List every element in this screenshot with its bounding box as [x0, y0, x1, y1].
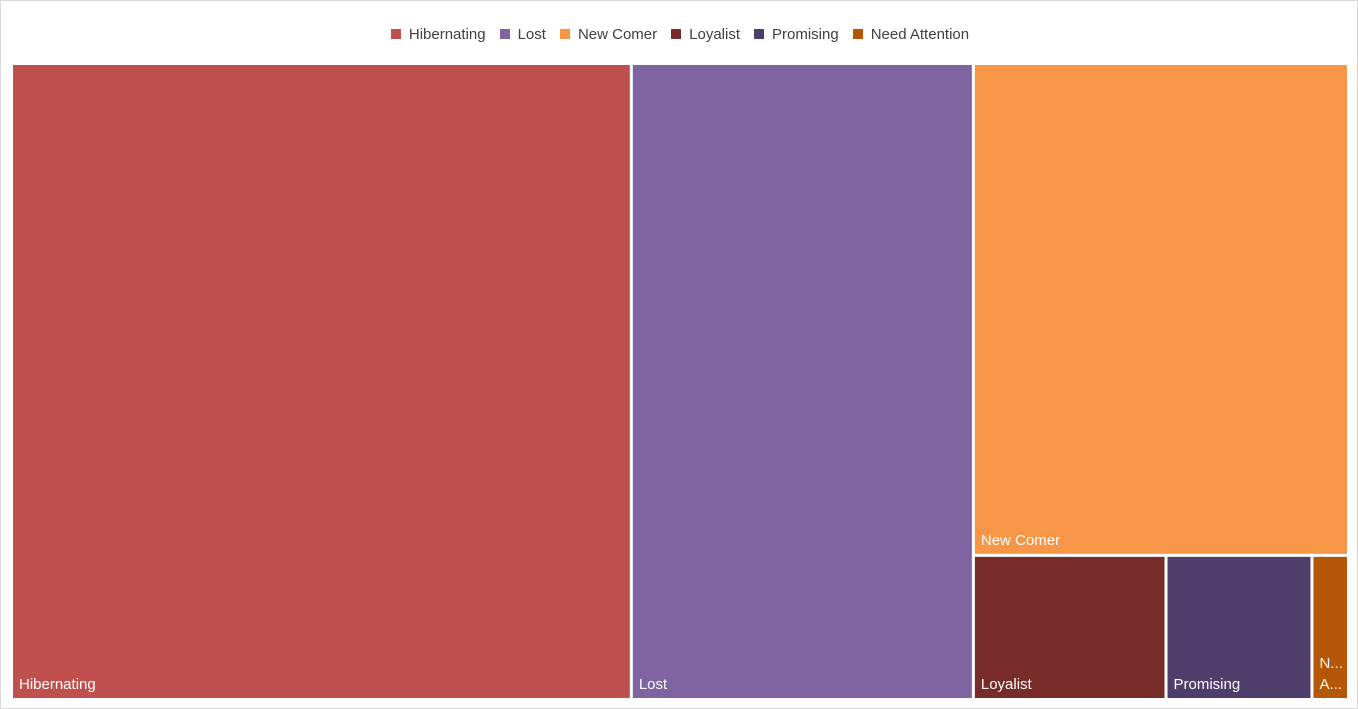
- legend-swatch: [390, 29, 401, 39]
- legend-label: Need Attention: [870, 25, 970, 43]
- treemap-rect[interactable]: [974, 556, 1165, 698]
- legend-label: Hibernating: [408, 25, 486, 43]
- treemap-plot-area: Hibernating Lost New Comer Loyalist Promisin…: [13, 65, 1347, 698]
- legend-label: New Comer: [577, 25, 658, 43]
- treemap-cell-label: N...: [1319, 655, 1342, 672]
- legend-swatch: [499, 29, 510, 39]
- treemap-cell-lost[interactable]: Lost: [632, 65, 972, 698]
- treemap-cell-label: New Comer: [981, 532, 1060, 549]
- legend-label: Promising: [772, 25, 839, 43]
- legend-item-lost[interactable]: Lost: [499, 25, 546, 43]
- treemap-cell-promising[interactable]: Promising: [1167, 556, 1311, 698]
- treemap-rect[interactable]: [974, 65, 1347, 554]
- treemap-cell-label: Loyalist: [981, 676, 1033, 693]
- treemap-rect[interactable]: [1313, 556, 1347, 698]
- treemap-rect[interactable]: [13, 65, 630, 698]
- legend-item-new-comer[interactable]: New Comer: [559, 25, 658, 43]
- legend-swatch: [671, 29, 682, 39]
- treemap-cell-label: A...: [1319, 676, 1342, 693]
- legend-label: Loyalist: [689, 25, 740, 43]
- legend-swatch: [559, 29, 570, 39]
- legend-item-loyalist[interactable]: Loyalist: [671, 26, 740, 43]
- legend-label: Lost: [517, 25, 546, 43]
- legend: Hibernating Lost New Comer Loyalist Promisin…: [1, 23, 1358, 45]
- treemap-cell-need-attention[interactable]: N... A...: [1313, 556, 1347, 698]
- legend-item-need-attention[interactable]: Need Attention: [852, 25, 970, 43]
- treemap-cell-label: Lost: [639, 676, 668, 693]
- treemap-rect[interactable]: [1167, 556, 1311, 698]
- treemap-svg: Hibernating Lost New Comer Loyalist Promisin…: [13, 65, 1347, 698]
- legend-item-promising[interactable]: Promising: [754, 26, 839, 43]
- legend-swatch: [852, 29, 863, 39]
- treemap-cell-label: Hibernating: [19, 676, 96, 693]
- treemap-cell-loyalist[interactable]: Loyalist: [974, 556, 1165, 698]
- legend-item-hibernating[interactable]: Hibernating: [390, 25, 486, 43]
- treemap-rect[interactable]: [632, 65, 972, 698]
- treemap-cell-hibernating[interactable]: Hibernating: [13, 65, 630, 698]
- treemap-cell-new-comer[interactable]: New Comer: [974, 65, 1347, 554]
- treemap-cell-label: Promising: [1174, 676, 1241, 693]
- legend-swatch: [754, 29, 764, 39]
